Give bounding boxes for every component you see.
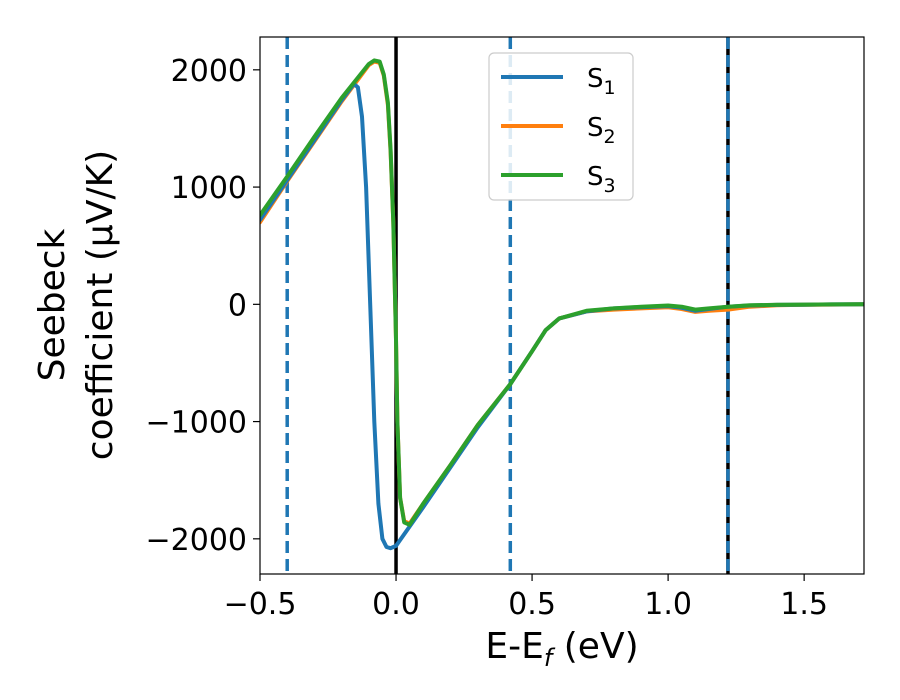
series-line-S3: [260, 58, 864, 527]
y-tick-label: 1000: [171, 171, 247, 206]
x-axis-title-unit: (eV): [552, 626, 638, 667]
y-tick-label: 2000: [171, 54, 247, 89]
legend-label-S3: S3: [587, 162, 616, 197]
plot-frame: [259, 36, 865, 575]
x-tick-label: 0.5: [508, 587, 556, 622]
series-layer: [260, 58, 864, 551]
y-tick-label: −2000: [146, 523, 247, 558]
x-axis-ticks: −0.5 0.0 0.5 1.0 1.5: [224, 574, 828, 622]
legend-label-S2: S2: [587, 113, 616, 148]
y-tick-label: −1000: [146, 406, 247, 441]
y-tick-label: 0: [228, 288, 247, 323]
x-tick-label: −0.5: [224, 587, 297, 622]
legend: S1 S2 S3: [488, 52, 634, 201]
legend-label-S1: S1: [587, 64, 616, 99]
y-axis-title-line-2: coefficient (μV/K): [80, 150, 121, 460]
x-tick-label: 1.5: [780, 587, 828, 622]
x-tick-label: 1.0: [644, 587, 692, 622]
x-tick-label: 0.0: [372, 587, 420, 622]
y-axis-ticks: −2000 −1000 0 1000 2000: [146, 54, 260, 558]
y-axis-title-line-1: Seebeck: [32, 228, 73, 381]
x-axis-title-main: E-E: [485, 626, 543, 667]
x-axis-title: E-Ef (eV): [485, 626, 638, 672]
y-axis-title: Seebeck coefficient (μV/K): [32, 150, 121, 460]
